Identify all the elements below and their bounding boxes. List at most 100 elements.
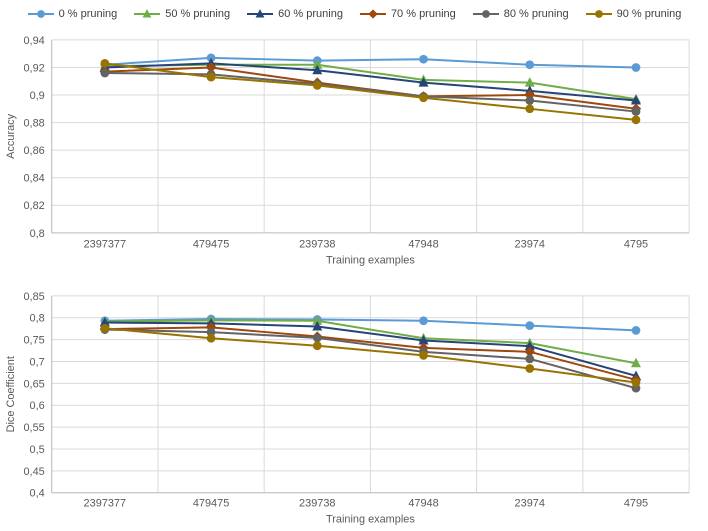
- data-point-marker: [312, 64, 323, 75]
- y-tick-label: 0,65: [23, 379, 44, 391]
- y-tick-label: 0,94: [23, 35, 44, 47]
- data-point-marker: [206, 334, 216, 344]
- legend-label: 50 % pruning: [165, 7, 231, 20]
- data-point-marker: [419, 54, 428, 64]
- data-point-marker: [481, 10, 490, 18]
- data-point-marker: [312, 321, 323, 331]
- y-tick-label: 0,4: [30, 488, 45, 500]
- series-line: [103, 319, 637, 365]
- legend-item-60-pruning: 60 % pruning: [246, 8, 343, 20]
- data-point-marker: [525, 364, 535, 374]
- x-tick-label: 4795: [624, 498, 648, 510]
- legend-label: 70 % pruning: [390, 7, 456, 20]
- x-tick-label: 23974: [515, 498, 545, 510]
- x-tick-label: 479475: [193, 239, 229, 251]
- data-point-marker: [631, 326, 641, 336]
- chart-legend: 0 % pruning 50 % pruning 60 % pruning 70 % …: [0, 0, 708, 25]
- data-point-marker: [206, 53, 216, 63]
- data-point-marker: [100, 58, 110, 68]
- data-point-marker: [418, 335, 429, 345]
- legend-marker-icon: [247, 9, 274, 18]
- data-point-marker: [100, 68, 110, 78]
- data-point-marker: [99, 317, 110, 327]
- y-tick-label: 0,92: [23, 62, 44, 74]
- data-point-marker: [312, 315, 323, 326]
- series-90-pruning: [100, 324, 641, 388]
- x-tick-label: 2397377: [84, 498, 127, 510]
- series-line: [103, 62, 637, 121]
- data-point-marker: [312, 80, 322, 90]
- y-tick-label: 0,6: [30, 401, 45, 413]
- y-tick-label: 0,55: [23, 423, 44, 435]
- legend-marker-icon: [585, 10, 612, 18]
- data-point-marker: [206, 328, 216, 338]
- y-axis-ticks: 0,4 0,45 0,5 0,55 0,6 0,65 0,7 0,75 0,8 0,85: [23, 291, 44, 500]
- x-tick-label: 23974: [515, 239, 545, 251]
- x-tick-label: 47948: [408, 239, 438, 251]
- x-tick-label: 239738: [299, 498, 335, 510]
- data-point-marker: [525, 104, 535, 114]
- y-tick-label: 0,85: [23, 291, 44, 303]
- y-tick-label: 0,86: [23, 145, 44, 157]
- legend-label: 80 % pruning: [503, 7, 569, 20]
- legend-item-0-pruning: 0 % pruning: [27, 7, 118, 20]
- series-line: [103, 326, 637, 382]
- data-point-marker: [418, 77, 429, 87]
- y-tick-label: 0,5: [30, 444, 45, 456]
- x-tick-label: 479475: [193, 498, 229, 510]
- y-tick-label: 0,75: [23, 335, 44, 347]
- x-tick-label: 2397377: [84, 239, 127, 251]
- legend-item-50-pruning: 50 % pruning: [133, 8, 230, 20]
- legend-marker-icon: [359, 9, 386, 19]
- data-point-marker: [631, 378, 641, 388]
- data-point-marker: [631, 115, 641, 125]
- data-point-marker: [524, 341, 535, 351]
- series-line: [103, 56, 637, 69]
- series-line: [103, 318, 637, 332]
- legend-item-80-pruning: 80 % pruning: [472, 8, 569, 20]
- legend-item-90-pruning: 90 % pruning: [585, 7, 682, 20]
- data-point-marker: [205, 62, 217, 73]
- y-axis-title: Accuracy: [5, 113, 17, 158]
- x-axis-title: Training examples: [326, 514, 415, 526]
- dice-coefficient-chart: 0,4 0,45 0,5 0,55 0,6 0,65 0,7 0,75 0,8 0,85 23973…: [5, 291, 690, 526]
- series-line: [103, 329, 637, 390]
- data-point-marker: [631, 94, 641, 105]
- data-point-marker: [419, 351, 428, 361]
- y-axis-title: Dice Coefficient: [5, 357, 17, 433]
- data-point-marker: [631, 358, 641, 368]
- y-tick-label: 0,8: [30, 228, 45, 240]
- data-point-marker: [524, 77, 535, 87]
- data-point-marker: [36, 10, 45, 18]
- x-axis-ticks: 2397377 479475 239738 47948 23974 4795: [84, 498, 649, 510]
- x-axis-ticks: 2397377 479475 239738 47948 23974 4795: [84, 239, 649, 251]
- y-axis-ticks: 0,8 0,82 0,84 0,86 0,88 0,9 0,92 0,94: [23, 35, 44, 240]
- accuracy-chart: 0,8 0,82 0,84 0,86 0,88 0,9 0,92 0,94 2397377 479…: [5, 35, 690, 267]
- legend-label: 0 % pruning: [58, 7, 118, 20]
- data-point-marker: [525, 96, 535, 105]
- legend-label: 60 % pruning: [278, 7, 343, 20]
- legend-marker-icon: [27, 10, 54, 18]
- y-tick-label: 0,9: [30, 90, 45, 102]
- series-90-pruning: [100, 58, 641, 125]
- series-0-pruning: [100, 315, 641, 336]
- x-tick-label: 4795: [624, 239, 648, 251]
- data-point-marker: [631, 62, 641, 72]
- y-tick-label: 0,45: [23, 466, 44, 478]
- data-point-marker: [419, 316, 428, 326]
- data-point-marker: [525, 321, 535, 331]
- y-tick-label: 0,84: [23, 173, 44, 185]
- data-point-marker: [312, 341, 322, 351]
- data-point-marker: [100, 324, 110, 334]
- series-80-pruning: [100, 325, 641, 394]
- series-line: [103, 327, 637, 384]
- data-point-marker: [631, 107, 641, 116]
- legend-marker-icon: [472, 10, 499, 18]
- data-point-marker: [206, 72, 216, 82]
- y-tick-label: 0,82: [23, 200, 44, 212]
- legend-label: 90 % pruning: [616, 7, 682, 20]
- y-tick-label: 0,8: [30, 313, 45, 325]
- data-point-marker: [525, 60, 535, 69]
- data-point-marker: [205, 322, 217, 334]
